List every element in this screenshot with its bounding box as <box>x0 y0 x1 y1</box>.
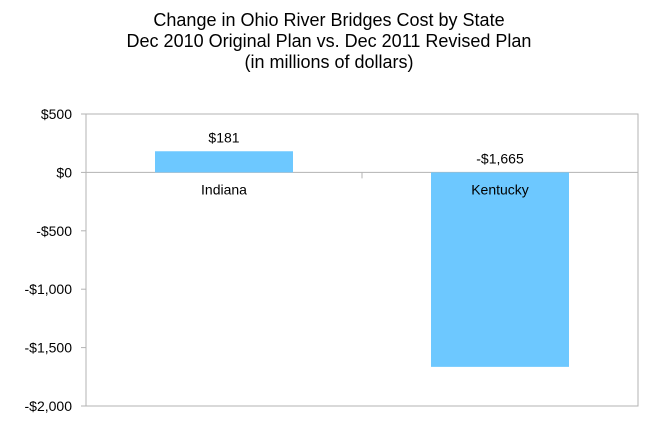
y-tick-label: -$500 <box>36 223 72 239</box>
data-label-kentucky: -$1,665 <box>476 150 524 166</box>
chart-title-line-1: Change in Ohio River Bridges Cost by Sta… <box>153 10 505 30</box>
bar-kentucky <box>431 172 569 367</box>
chart-title-line-3: (in millions of dollars) <box>244 52 414 72</box>
category-label-indiana: Indiana <box>201 181 247 197</box>
chart-title-line-2: Dec 2010 Original Plan vs. Dec 2011 Revi… <box>126 31 532 51</box>
data-label-indiana: $181 <box>208 129 239 145</box>
y-tick-label: -$1,000 <box>25 281 73 297</box>
category-label-kentucky: Kentucky <box>471 181 529 197</box>
plot-area-frame <box>85 113 639 407</box>
y-tick-label: -$2,000 <box>25 398 73 414</box>
y-tick-label: $0 <box>56 164 72 180</box>
bar-indiana <box>155 151 293 173</box>
y-tick-label: $500 <box>41 106 72 122</box>
y-tick-label: -$1,500 <box>25 340 73 356</box>
